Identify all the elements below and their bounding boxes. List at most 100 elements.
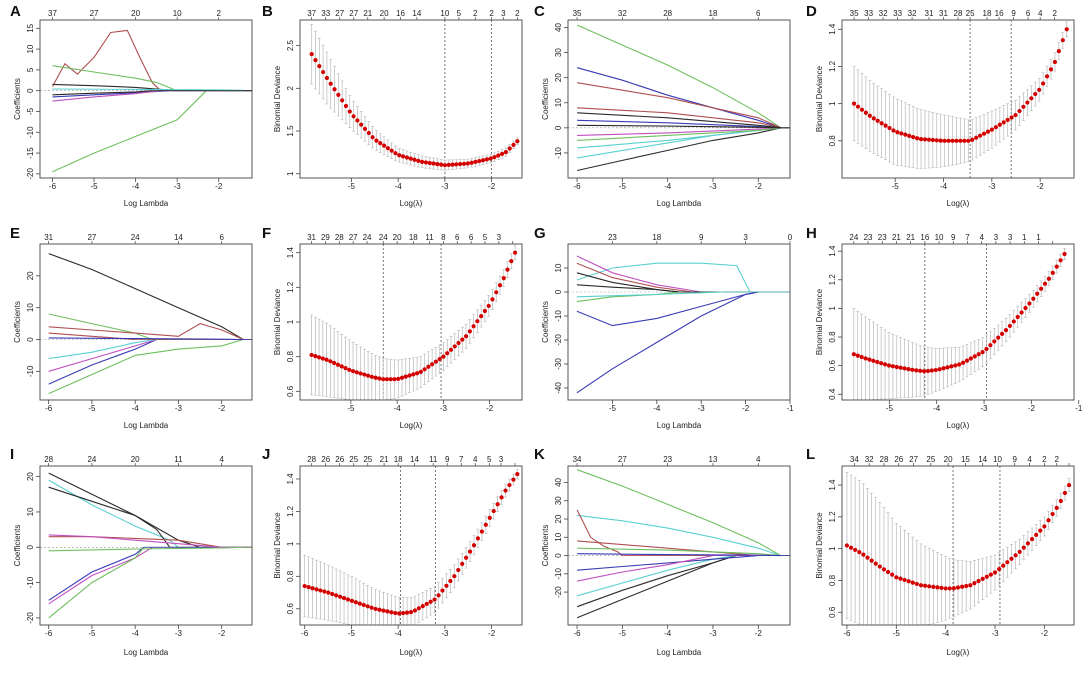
top-tick-label: 21 <box>906 233 915 242</box>
deviance-point <box>330 591 335 597</box>
deviance-point <box>407 373 412 378</box>
coef-path-c-5 <box>576 127 782 172</box>
plot-frame-c <box>567 19 791 179</box>
deviance-point <box>918 368 923 373</box>
panel-f: F -5 -4 -3 -2 0.6 0.8 1 1.2 1.4 31 29 28 27 24 24 20 18 11… <box>262 225 523 430</box>
panel-b: B-5 -4 -3 -211.522.537 33 27 27 21 20 16 14 10 5 2 2 3 2… <box>262 3 523 208</box>
deviance-point <box>1013 112 1018 118</box>
top-tick-label: 21 <box>363 9 372 18</box>
deviance-point <box>487 515 492 521</box>
x-tick-label: -6 <box>49 182 57 191</box>
deviance-point <box>1029 537 1035 542</box>
deviance-point <box>985 129 991 134</box>
x-tick-label: -4 <box>664 629 672 638</box>
top-tick-label: 26 <box>894 455 903 464</box>
top-tick-label: 3 <box>501 9 506 18</box>
deviance-point <box>1050 511 1055 517</box>
deviance-point <box>497 283 503 288</box>
deviance-point <box>491 508 496 514</box>
deviance-point <box>903 132 908 137</box>
top-tick-label: 20 <box>131 455 140 464</box>
x-tick-label: -3 <box>980 404 988 413</box>
deviance-point <box>966 138 971 143</box>
top-tick-label: 27 <box>335 9 344 18</box>
x-tick-label: -3 <box>175 404 183 413</box>
panel-j: J -6 -5 -4 -3 -2 0.6 0.8 1 1.2 1.4 28 26 26 25 25 21 18 14… <box>262 446 523 657</box>
deviance-point <box>454 162 459 167</box>
coef-path-a-3 <box>52 65 178 92</box>
deviance-point <box>1003 327 1009 333</box>
deviance-point <box>467 549 473 554</box>
top-tick-label: 21 <box>380 455 389 464</box>
top-tick-label: 7 <box>965 233 970 242</box>
deviance-point <box>423 160 429 165</box>
top-tick-label: 35 <box>573 9 582 18</box>
x-axis-label-f: Log(λ) <box>400 421 423 430</box>
top-tick-label: 2 <box>217 9 222 18</box>
y-tick-label: -10 <box>554 147 563 159</box>
coef-path-i-9 <box>48 546 244 552</box>
y-tick-label: -5 <box>26 107 35 115</box>
coef-path-a-8 <box>52 90 153 96</box>
y-axis-label-k: Coefficients <box>541 525 550 567</box>
y-tick-label: -10 <box>26 126 35 138</box>
x-tick-label: -2 <box>1028 404 1036 413</box>
deviance-point <box>964 583 969 589</box>
top-tick-label: 3 <box>499 455 504 464</box>
deviance-point <box>317 63 322 69</box>
deviance-point <box>1054 505 1059 510</box>
top-tick-label: 21 <box>892 233 901 242</box>
y-tick-label: 5 <box>26 67 35 72</box>
deviance-point <box>366 130 371 136</box>
x-axis-label-j: Log(λ) <box>400 648 423 657</box>
x-tick-label: -5 <box>88 404 96 413</box>
y-tick-label: 1 <box>286 171 295 176</box>
x-tick-label: -4 <box>132 182 140 191</box>
deviance-point <box>469 160 474 165</box>
deviance-point <box>964 358 970 363</box>
x-tick-label: -2 <box>1041 629 1049 638</box>
x-tick-label: -4 <box>942 629 950 638</box>
plot-frame-b <box>299 19 523 179</box>
plot-frame-a <box>39 19 253 179</box>
top-tick-label: 27 <box>349 9 358 18</box>
deviance-point <box>511 477 516 482</box>
x-tick-label: -2 <box>755 629 763 638</box>
top-tick-label: 16 <box>995 9 1004 18</box>
panel-label-c: C <box>534 3 545 20</box>
x-tick-label: -5 <box>619 629 627 638</box>
top-tick-label: 34 <box>573 455 582 464</box>
deviance-point <box>473 159 478 165</box>
y-tick-label: 10 <box>26 303 35 312</box>
panel-k: K -6 -5 -4 -3 -2 -20 -10 0 10 20 30 40 34 27 23 13 4 Log L… <box>534 446 791 657</box>
deviance-point <box>844 543 850 548</box>
plot-area-l <box>844 466 1072 625</box>
deviance-point <box>400 154 406 159</box>
x-tick-label: -5 <box>619 182 627 191</box>
deviance-point <box>902 366 907 371</box>
deviance-point <box>432 597 437 602</box>
deviance-point <box>461 161 467 166</box>
top-tick-label: 24 <box>363 233 372 242</box>
deviance-point <box>350 369 356 374</box>
deviance-point <box>316 355 322 360</box>
y-tick-label: 40 <box>554 23 563 32</box>
y-tick-label: 20 <box>26 472 35 481</box>
y-tick-label: -20 <box>26 168 35 180</box>
top-tick-label: 29 <box>321 233 330 242</box>
y-axis-label-l: Binomial Deviance <box>815 512 824 579</box>
x-tick-label: -5 <box>348 629 356 638</box>
top-tick-label: 3 <box>1008 233 1013 242</box>
deviance-point <box>464 555 469 560</box>
coef-path-k-10 <box>577 547 781 557</box>
deviance-point <box>962 138 967 143</box>
y-tick-label: 0.8 <box>286 351 295 363</box>
top-tick-label: 2 <box>473 9 478 18</box>
x-tick-label: -6 <box>45 404 53 413</box>
top-tick-label: 9 <box>1013 455 1018 464</box>
plot-frame-g <box>567 243 791 401</box>
deviance-point <box>895 130 900 135</box>
deviance-point <box>361 602 366 608</box>
deviance-point <box>412 157 417 162</box>
top-tick-label: 6 <box>1026 9 1031 18</box>
